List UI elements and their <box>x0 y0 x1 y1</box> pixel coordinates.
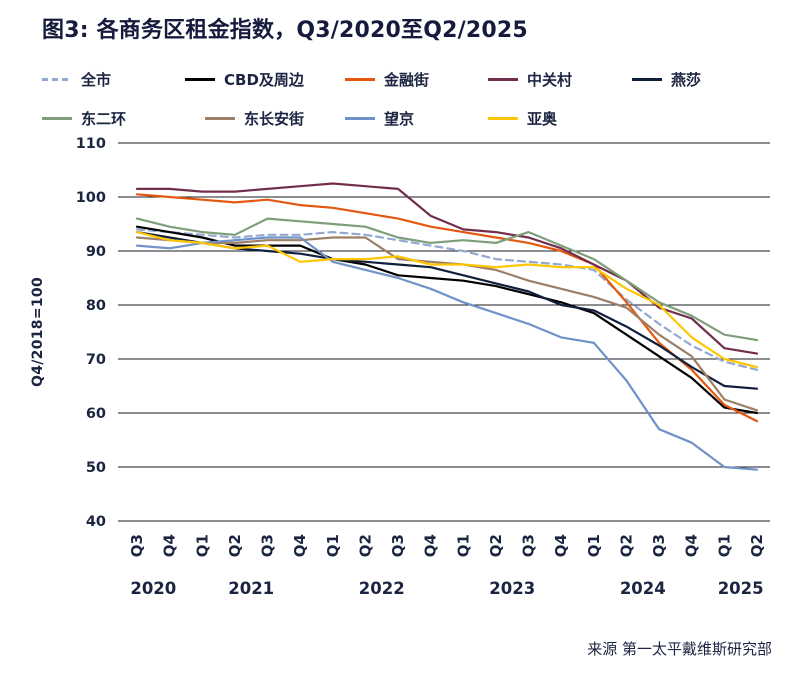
series-line-dongchanganjie <box>135 236 759 412</box>
x-tick-label: Q2 <box>356 534 374 557</box>
legend-row-2: 东二环 东长安街 望京 亚奥 <box>42 99 787 138</box>
legend-row-1: 全市 CBD及周边 金融街 中关村 燕莎 <box>42 60 787 99</box>
year-label: 2025 <box>718 579 764 598</box>
legend-label: 亚奥 <box>527 110 558 128</box>
series-line-cbd <box>135 225 759 415</box>
chart-title: 图3: 各商务区租金指数，Q3/2020至Q2/2025 <box>42 18 528 43</box>
y-tick-label: 60 <box>86 406 106 422</box>
legend-item-yaao: 亚奥 <box>488 108 557 129</box>
series-line-quanshi <box>135 228 759 371</box>
legend-item-cbd: CBD及周边 <box>185 69 345 90</box>
series-line-wangjing <box>135 236 759 471</box>
legend-item-wangjing: 望京 <box>345 108 488 129</box>
x-tick-label: Q2 <box>748 534 766 557</box>
line-swatch-icon <box>205 117 235 120</box>
series-line-jinrongjie <box>135 193 759 423</box>
year-label: 2024 <box>620 579 666 598</box>
line-swatch-icon <box>488 78 518 81</box>
chart-legend: 全市 CBD及周边 金融街 中关村 燕莎 东二环 东长安街 望京 <box>42 60 787 138</box>
year-label: 2022 <box>359 579 405 598</box>
x-tick-label: Q4 <box>161 534 179 557</box>
line-swatch-icon <box>345 78 375 81</box>
y-tick-label: 40 <box>86 514 106 530</box>
x-tick-label: Q2 <box>617 534 635 557</box>
y-tick-label: 80 <box>86 298 106 314</box>
legend-label: 燕莎 <box>671 71 702 89</box>
legend-label: 东二环 <box>81 110 127 128</box>
legend-item-dongerhuan: 东二环 <box>42 108 205 129</box>
line-swatch-icon <box>42 78 72 81</box>
x-tick-label: Q3 <box>259 534 277 557</box>
year-label: 2023 <box>489 579 535 598</box>
legend-item-zhongguancun: 中关村 <box>488 69 632 90</box>
x-tick-label: Q4 <box>422 534 440 557</box>
year-label: 2021 <box>228 579 274 598</box>
line-swatch-icon <box>488 117 518 120</box>
x-tick-label: Q3 <box>389 534 407 557</box>
line-swatch-icon <box>42 117 72 120</box>
y-tick-label: 90 <box>86 244 106 260</box>
legend-item-quanshi: 全市 <box>42 69 185 90</box>
y-tick-label: 70 <box>86 352 106 368</box>
x-tick-label: Q4 <box>291 534 309 557</box>
x-tick-label: Q2 <box>487 534 505 557</box>
x-tick-label: Q1 <box>585 534 603 557</box>
x-tick-label: Q3 <box>650 534 668 557</box>
legend-label: 全市 <box>81 71 112 89</box>
x-tick-label: Q3 <box>128 534 146 557</box>
legend-label: 金融街 <box>384 71 430 89</box>
legend-label: CBD及周边 <box>224 71 304 89</box>
y-tick-label: 100 <box>76 190 106 206</box>
y-tick-label: 50 <box>86 460 106 476</box>
series-line-dongerhuan <box>135 217 759 342</box>
x-tick-label: Q4 <box>552 534 570 557</box>
year-label: 2020 <box>130 579 176 598</box>
x-tick-label: Q1 <box>193 534 211 557</box>
line-swatch-icon <box>345 117 375 120</box>
legend-item-yansha: 燕莎 <box>632 69 701 90</box>
x-tick-label: Q2 <box>226 534 244 557</box>
source-note: 来源 第一太平戴维斯研究部 <box>587 640 772 658</box>
legend-label: 东长安街 <box>244 110 305 128</box>
x-tick-label: Q3 <box>520 534 538 557</box>
line-swatch-icon <box>185 78 215 81</box>
legend-label: 望京 <box>384 110 415 128</box>
x-tick-label: Q1 <box>454 534 472 557</box>
series-line-yaao <box>135 231 759 369</box>
x-tick-label: Q4 <box>683 534 701 557</box>
legend-item-dongchanganjie: 东长安街 <box>205 108 345 129</box>
x-tick-label: Q1 <box>715 534 733 557</box>
line-swatch-icon <box>632 78 662 81</box>
legend-label: 中关村 <box>527 71 573 89</box>
y-tick-label: 110 <box>76 136 106 152</box>
x-tick-label: Q1 <box>324 534 342 557</box>
legend-item-jinrongjie: 金融街 <box>345 69 488 90</box>
